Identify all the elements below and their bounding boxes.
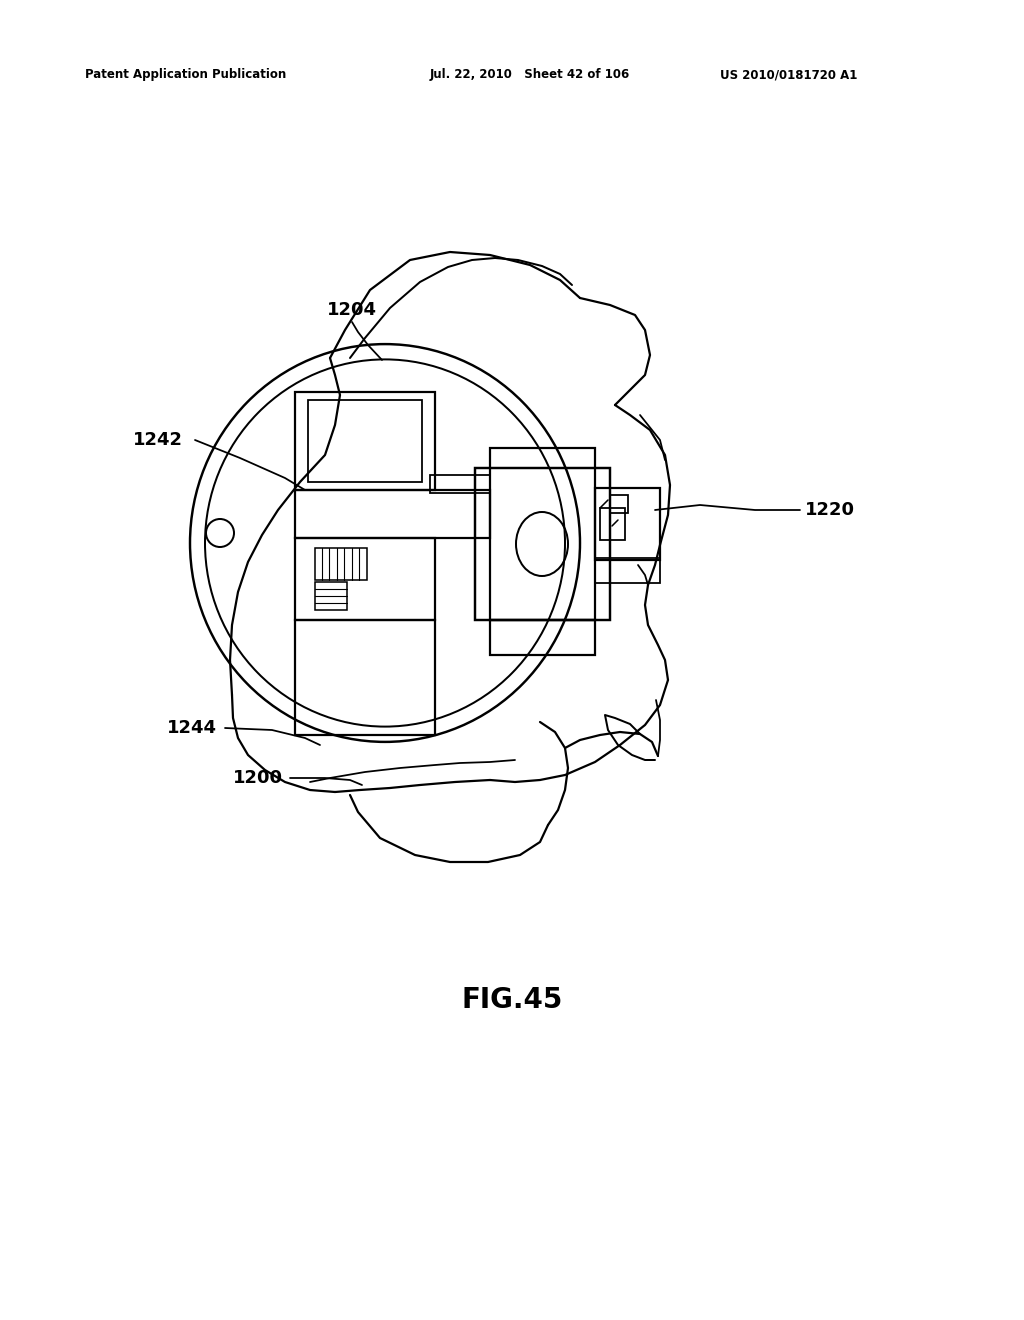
Bar [295,490,490,539]
Bar [490,447,595,620]
Bar [595,558,660,583]
Bar [600,508,625,540]
Bar [315,548,367,579]
Text: Patent Application Publication: Patent Application Publication [85,69,287,81]
Text: 1244: 1244 [167,719,217,737]
Text: US 2010/0181720 A1: US 2010/0181720 A1 [720,69,857,81]
Text: 1204: 1204 [327,301,377,319]
Bar [595,488,660,560]
Bar [315,582,347,610]
Bar [295,539,435,620]
Bar [430,475,490,492]
Text: 1200: 1200 [233,770,283,787]
Bar [295,392,435,490]
Text: FIG.45: FIG.45 [462,986,562,1014]
Text: 1220: 1220 [805,502,855,519]
Bar [610,495,628,513]
Bar [490,620,595,655]
Bar [475,469,610,620]
Text: 1242: 1242 [133,432,183,449]
Text: Jul. 22, 2010   Sheet 42 of 106: Jul. 22, 2010 Sheet 42 of 106 [430,69,630,81]
Bar [308,400,422,482]
Bar [295,620,435,735]
